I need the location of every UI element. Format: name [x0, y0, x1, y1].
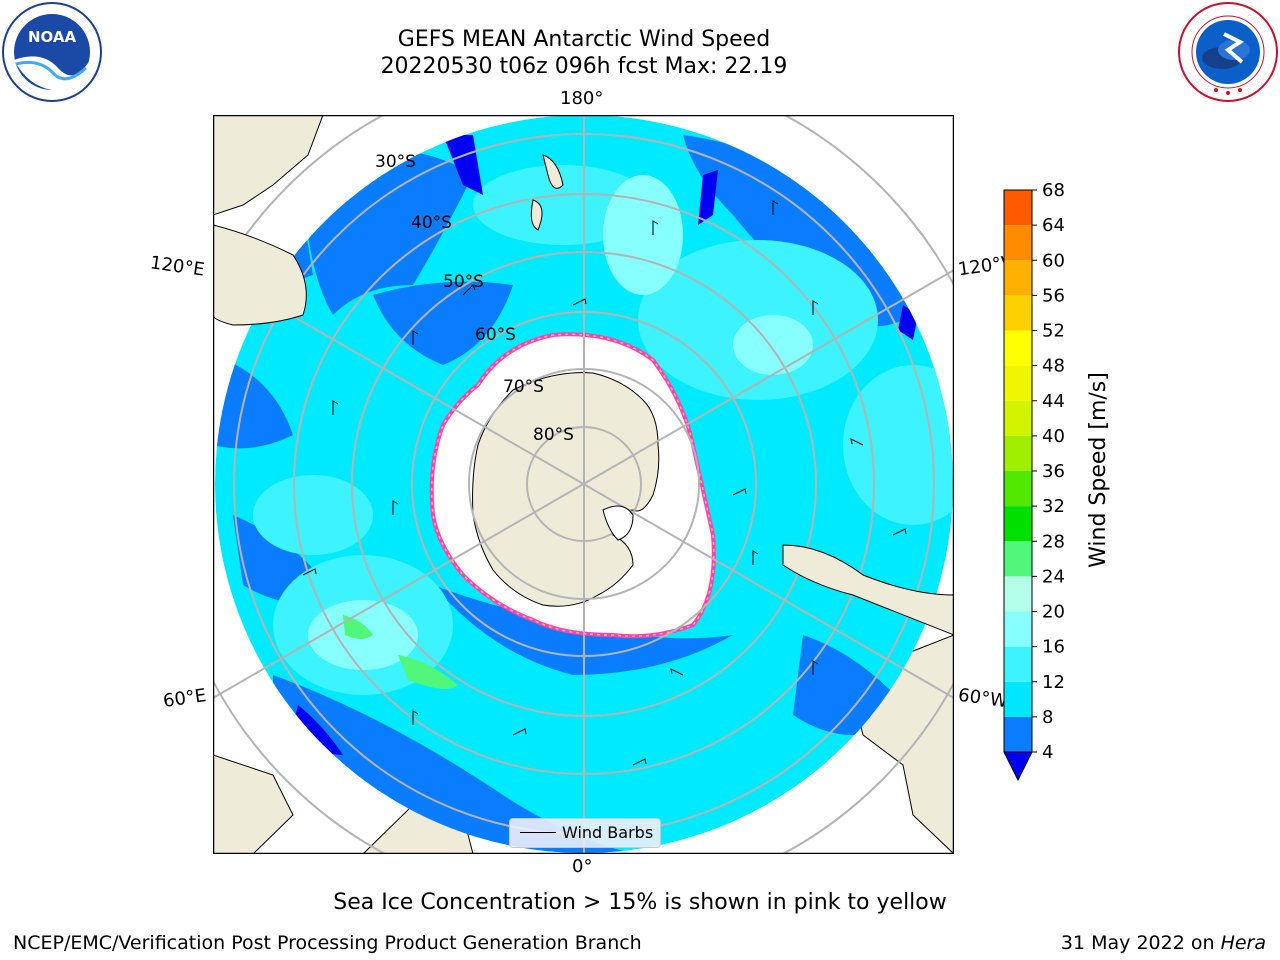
map-title: GEFS MEAN Antarctic Wind Speed: [397, 27, 771, 52]
colorbar-tick-label: 40: [1042, 426, 1065, 447]
colorbar-tick-label: 36: [1042, 461, 1065, 482]
colorbar-extend-arrow: [1003, 751, 1033, 782]
lon-label-120e: 120°E: [148, 252, 206, 281]
colorbar-tick-label: 4: [1042, 742, 1053, 763]
polar-map: 30°S 40°S 50°S 60°S 70°S 80°S: [213, 115, 954, 854]
colorbar-segment: [1004, 225, 1032, 261]
lat-label-70s: 70°S: [503, 377, 544, 397]
colorbar-segment: [1004, 190, 1032, 226]
wind-barbs: [302, 200, 907, 766]
noaa-logo: NOAA: [2, 2, 102, 102]
colorbar-tick-label: 8: [1042, 707, 1053, 728]
colorbar-tick-label: 32: [1042, 496, 1065, 517]
colorbar-segments: [1003, 189, 1033, 782]
lon-label-180: 180°: [560, 88, 604, 109]
colorbar-tick-label: 52: [1042, 321, 1065, 342]
map-subtitle: 20220530 t06z 096h fcst Max: 22.19: [380, 54, 788, 79]
colorbar-segment: [1004, 400, 1032, 436]
colorbar-segment: [1004, 646, 1032, 682]
noaa-logo-text: NOAA: [28, 28, 77, 46]
colorbar-tick-label: 24: [1042, 566, 1065, 587]
colorbar-segment: [1004, 435, 1032, 471]
colorbar-tick-label: 16: [1042, 637, 1065, 658]
colorbar-segment: [1004, 611, 1032, 647]
colorbar-tick-label: 68: [1042, 180, 1065, 201]
colorbar-segment: [1004, 716, 1032, 752]
colorbar-tick-label: 56: [1042, 285, 1065, 306]
lat-label-60s: 60°S: [475, 325, 516, 345]
legend-label: Wind Barbs: [562, 823, 654, 842]
colorbar-tick-label: 48: [1042, 356, 1065, 377]
lat-label-40s: 40°S: [411, 213, 452, 233]
colorbar-tick-label: 20: [1042, 602, 1065, 623]
lat-label-50s: 50°S: [443, 272, 484, 292]
land-masses: [213, 154, 954, 636]
footer-host: Hera: [1220, 932, 1266, 954]
colorbar-label: Wind Speed [m/s]: [1086, 372, 1110, 568]
colorbar-segment: [1004, 365, 1032, 401]
lat-label-80s: 80°S: [533, 425, 574, 445]
colorbar-segment: [1004, 541, 1032, 577]
colorbar-tick-label: 28: [1042, 531, 1065, 552]
footer-credit: NCEP/EMC/Verification Post Processing Pr…: [13, 932, 642, 954]
nws-logo: [1178, 2, 1278, 102]
wind-barb-legend-swatch: [520, 832, 556, 833]
footer-date-text: 31 May 2022 on: [1060, 932, 1221, 954]
colorbar-segment: [1004, 576, 1032, 612]
colorbar-tick-label: 44: [1042, 391, 1065, 412]
colorbar-segment: [1004, 330, 1032, 366]
lon-label-60e: 60°E: [161, 685, 208, 712]
sea-ice-caption: Sea Ice Concentration > 15% is shown in …: [333, 890, 947, 915]
footer-date: 31 May 2022 on Hera: [1061, 932, 1266, 954]
colorbar-segment: [1004, 681, 1032, 717]
colorbar-segment: [1004, 471, 1032, 507]
lat-label-30s: 30°S: [375, 152, 416, 172]
colorbar-tick-label: 60: [1042, 250, 1065, 271]
colorbar-tick-label: 64: [1042, 215, 1065, 236]
lon-label-0: 0°: [572, 856, 593, 877]
map-legend: Wind Barbs: [509, 818, 661, 848]
colorbar-segment: [1004, 295, 1032, 331]
colorbar-segment: [1004, 506, 1032, 542]
colorbar-tick-label: 12: [1042, 672, 1065, 693]
colorbar-segment: [1004, 260, 1032, 296]
